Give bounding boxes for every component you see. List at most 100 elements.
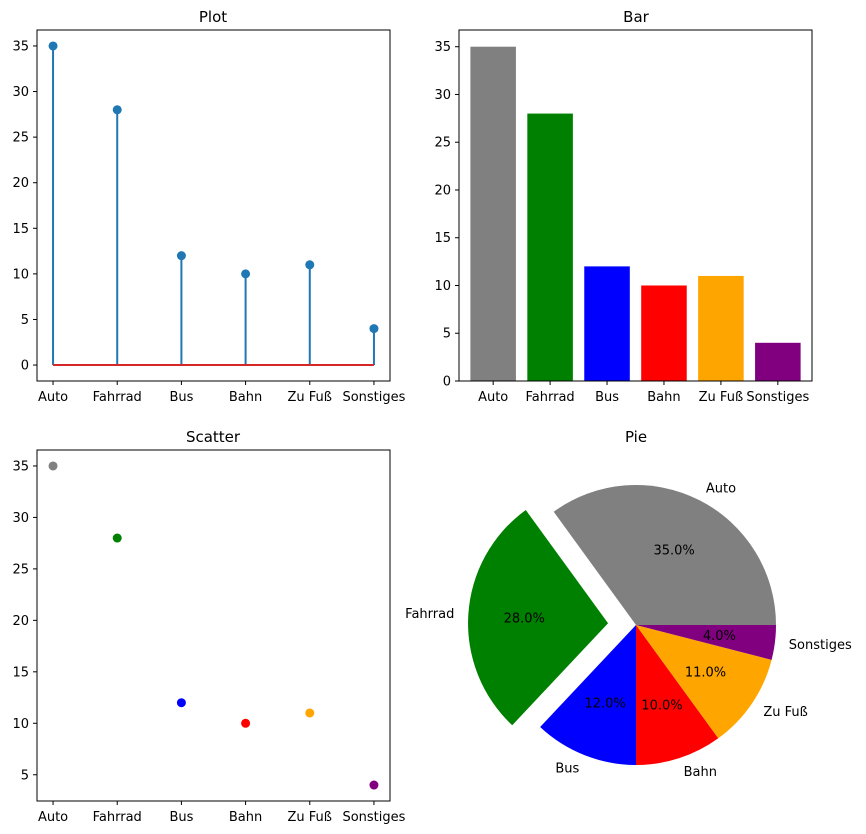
y-tick-label: 10 bbox=[434, 279, 451, 294]
y-tick-label: 30 bbox=[12, 511, 29, 526]
pie-percent-label: 28.0% bbox=[504, 611, 545, 626]
stem-marker bbox=[305, 260, 315, 270]
y-tick-label: 30 bbox=[12, 85, 29, 100]
y-tick-label: 0 bbox=[21, 359, 29, 374]
y-axis: 0 5 10 15 20 25 30 35 bbox=[434, 40, 459, 390]
scatter-point bbox=[48, 461, 58, 471]
x-tick-label: Bus bbox=[595, 390, 619, 405]
y-tick-label: 20 bbox=[12, 614, 29, 629]
y-tick-label: 25 bbox=[12, 562, 29, 577]
x-tick-label: Sonstiges bbox=[342, 390, 405, 405]
pie-slice bbox=[636, 625, 719, 765]
bar bbox=[527, 113, 573, 382]
pie-slice bbox=[540, 625, 636, 765]
x-tick-label: Sonstiges bbox=[342, 810, 405, 825]
y-tick-label: 25 bbox=[434, 136, 451, 151]
x-tick-label: Fahrrad bbox=[93, 810, 142, 825]
x-tick-label: Auto bbox=[38, 810, 68, 825]
y-tick-label: 25 bbox=[12, 131, 29, 146]
scatter-point bbox=[369, 780, 379, 790]
subplot-stem: Plot 0 5 10 15 20 25 30 35 Auto Fahrrad Bus Bahn Zu… bbox=[12, 8, 405, 405]
subplot-title: Bar bbox=[623, 8, 649, 26]
pie-slice bbox=[553, 485, 776, 625]
pie-marks bbox=[468, 485, 776, 765]
subplot-scatter: Scatter 5 10 15 20 25 30 35 Auto Fahrrad Bus Bahn… bbox=[12, 428, 405, 825]
bar bbox=[698, 275, 744, 381]
pie-category-label: Bahn bbox=[684, 765, 717, 780]
y-tick-label: 15 bbox=[12, 665, 29, 680]
y-tick-label: 5 bbox=[21, 768, 29, 783]
subplot-bar: Bar 0 5 10 15 20 25 30 35 Auto Fahrrad Bus Bahn Zu … bbox=[434, 8, 813, 405]
stem-marker bbox=[369, 324, 379, 334]
subplot-title: Pie bbox=[625, 428, 647, 446]
bar bbox=[470, 46, 516, 381]
stem-marker bbox=[112, 105, 122, 115]
bar bbox=[755, 342, 801, 381]
pie-percent-label: 12.0% bbox=[584, 697, 625, 712]
pie-percent-label: 35.0% bbox=[653, 544, 694, 559]
axes-frame bbox=[458, 29, 813, 382]
y-tick-label: 5 bbox=[443, 327, 451, 342]
subplot-title: Scatter bbox=[186, 428, 241, 446]
y-tick-label: 5 bbox=[21, 313, 29, 328]
x-tick-label: Bus bbox=[169, 390, 193, 405]
x-tick-label: Zu Fuß bbox=[288, 390, 332, 405]
y-tick-label: 30 bbox=[434, 88, 451, 103]
y-axis: 5 10 15 20 25 30 35 bbox=[12, 459, 37, 783]
bar bbox=[641, 285, 687, 381]
pie-slice bbox=[636, 625, 772, 739]
y-tick-label: 10 bbox=[12, 267, 29, 282]
x-tick-label: Bahn bbox=[647, 390, 680, 405]
x-tick-label: Bus bbox=[169, 810, 193, 825]
stem-marker bbox=[48, 41, 58, 51]
scatter-point bbox=[241, 718, 251, 728]
pie-percent-label: 11.0% bbox=[685, 666, 726, 681]
subplot-pie: Pie 35.0% Auto 28.0% Fahrrad 12.0% Bus 10.0% Ba… bbox=[405, 428, 852, 780]
y-tick-label: 20 bbox=[12, 176, 29, 191]
bar-marks bbox=[470, 46, 801, 382]
x-tick-label: Sonstiges bbox=[746, 390, 809, 405]
x-tick-label: Bahn bbox=[229, 390, 262, 405]
pie-percent-label: 4.0% bbox=[703, 629, 736, 644]
x-axis: Auto Fahrrad Bus Bahn Zu Fuß Sonstiges bbox=[38, 801, 406, 825]
pie-category-label: Fahrrad bbox=[405, 607, 454, 622]
y-tick-label: 20 bbox=[434, 183, 451, 198]
scatter-point bbox=[112, 533, 122, 543]
stem-marker bbox=[241, 269, 251, 279]
y-tick-label: 0 bbox=[443, 375, 451, 390]
x-tick-label: Zu Fuß bbox=[699, 390, 743, 405]
y-tick-label: 35 bbox=[434, 40, 451, 55]
y-tick-label: 15 bbox=[434, 231, 451, 246]
y-tick-label: 15 bbox=[12, 222, 29, 237]
axes-frame bbox=[36, 449, 391, 802]
x-axis: Auto Fahrrad Bus Bahn Zu Fuß Sonstiges bbox=[38, 381, 406, 405]
x-axis: Auto Fahrrad Bus Bahn Zu Fuß Sonstiges bbox=[478, 381, 810, 405]
x-tick-label: Zu Fuß bbox=[288, 810, 332, 825]
x-tick-label: Auto bbox=[38, 390, 68, 405]
subplot-title: Plot bbox=[199, 8, 227, 26]
pie-category-label: Auto bbox=[706, 481, 736, 496]
y-tick-label: 35 bbox=[12, 459, 29, 474]
stem-marks bbox=[48, 41, 379, 367]
pie-labels: 35.0% Auto 28.0% Fahrrad 12.0% Bus 10.0% Bahn 11… bbox=[405, 481, 852, 780]
pie-category-label: Zu Fuß bbox=[763, 705, 807, 720]
stem-marker bbox=[176, 251, 186, 261]
x-tick-label: Fahrrad bbox=[93, 390, 142, 405]
pie-slice bbox=[468, 509, 609, 726]
axes-frame bbox=[36, 29, 391, 382]
x-tick-label: Fahrrad bbox=[526, 390, 575, 405]
pie-slice bbox=[636, 625, 776, 660]
pie-category-label: Sonstiges bbox=[789, 638, 852, 653]
pie-percent-label: 10.0% bbox=[641, 698, 682, 713]
scatter-point bbox=[305, 708, 315, 718]
x-tick-label: Auto bbox=[478, 390, 508, 405]
scatter-marks bbox=[48, 461, 379, 790]
bar bbox=[584, 266, 630, 381]
x-tick-label: Bahn bbox=[229, 810, 262, 825]
y-tick-label: 35 bbox=[12, 39, 29, 54]
y-tick-label: 10 bbox=[12, 717, 29, 732]
pie-category-label: Bus bbox=[555, 762, 579, 777]
scatter-point bbox=[176, 698, 186, 708]
y-axis: 0 5 10 15 20 25 30 35 bbox=[12, 39, 37, 374]
